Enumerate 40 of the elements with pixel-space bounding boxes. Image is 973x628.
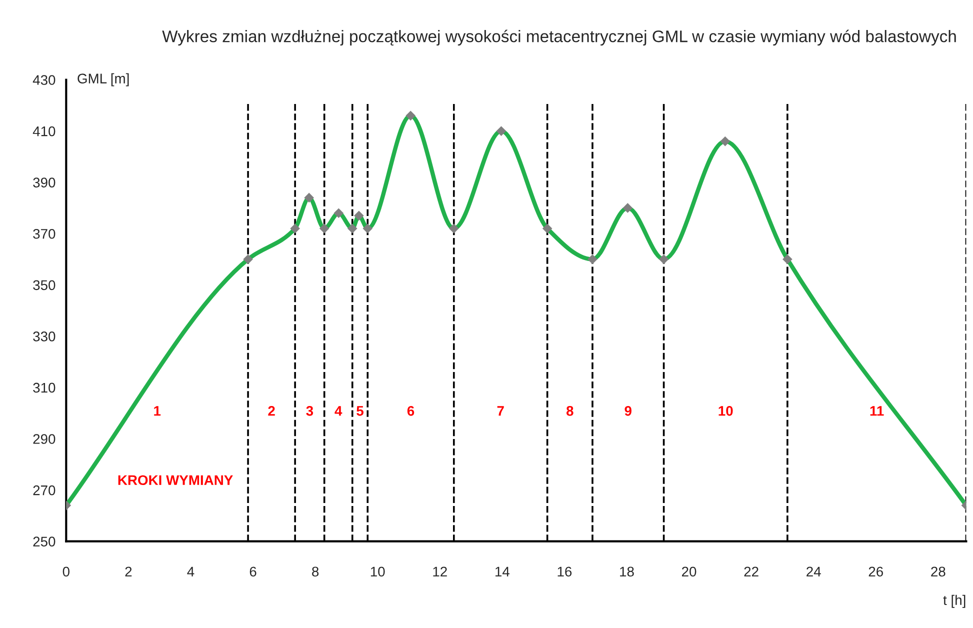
chart-title: Wykres zmian wzdłużnej początkowej wysokości metacentrycznej GML w czasie wymiany wód balastowych (162, 30, 956, 46)
x-axis-title: t [h] (943, 594, 966, 608)
y-tick-label: 390 (33, 178, 56, 188)
x-tick-label: 20 (682, 566, 696, 577)
x-tick-label: 2 (125, 566, 132, 576)
x-tick-label: 22 (744, 566, 758, 576)
y-tick-label: 290 (33, 434, 56, 444)
y-tick-label: 310 (33, 382, 56, 393)
y-tick-label: 250 (33, 536, 56, 547)
annotation: 10 (718, 406, 733, 416)
annotation: 4 (334, 406, 342, 416)
x-tick-label: 6 (250, 566, 256, 577)
y-tick-label: 270 (33, 485, 56, 496)
annotation: 3 (306, 406, 314, 416)
x-tick-label: 16 (558, 566, 572, 577)
x-tick-label: 18 (620, 566, 634, 577)
y-tick-label: 370 (33, 228, 56, 239)
x-tick-label: 12 (433, 566, 447, 576)
annotation: 5 (356, 406, 364, 416)
x-tick-label: 28 (931, 566, 946, 577)
x-tick-label: 26 (868, 566, 883, 577)
y-tick-label: 350 (33, 280, 56, 290)
annotation: 9 (624, 406, 632, 416)
annotation: 8 (566, 406, 574, 416)
annotation: 6 (407, 406, 414, 416)
y-tick-label: 330 (33, 332, 56, 342)
x-tick-label: 24 (806, 566, 821, 576)
annotation: 2 (268, 406, 275, 416)
x-tick-label: 4 (187, 566, 194, 576)
annotation: 1 (154, 406, 161, 416)
annotation: 7 (497, 406, 504, 416)
x-tick-label: 8 (312, 566, 319, 577)
annotation: KROKI WYMIANY (118, 475, 233, 486)
y-tick-label: 430 (32, 75, 56, 85)
x-tick-label: 10 (370, 566, 385, 577)
x-tick-label: 0 (62, 566, 70, 577)
y-tick-label: 410 (32, 126, 56, 136)
y-axis-title: GML [m] (78, 73, 129, 86)
annotation: 11 (870, 406, 884, 416)
x-tick-label: 14 (496, 566, 510, 576)
